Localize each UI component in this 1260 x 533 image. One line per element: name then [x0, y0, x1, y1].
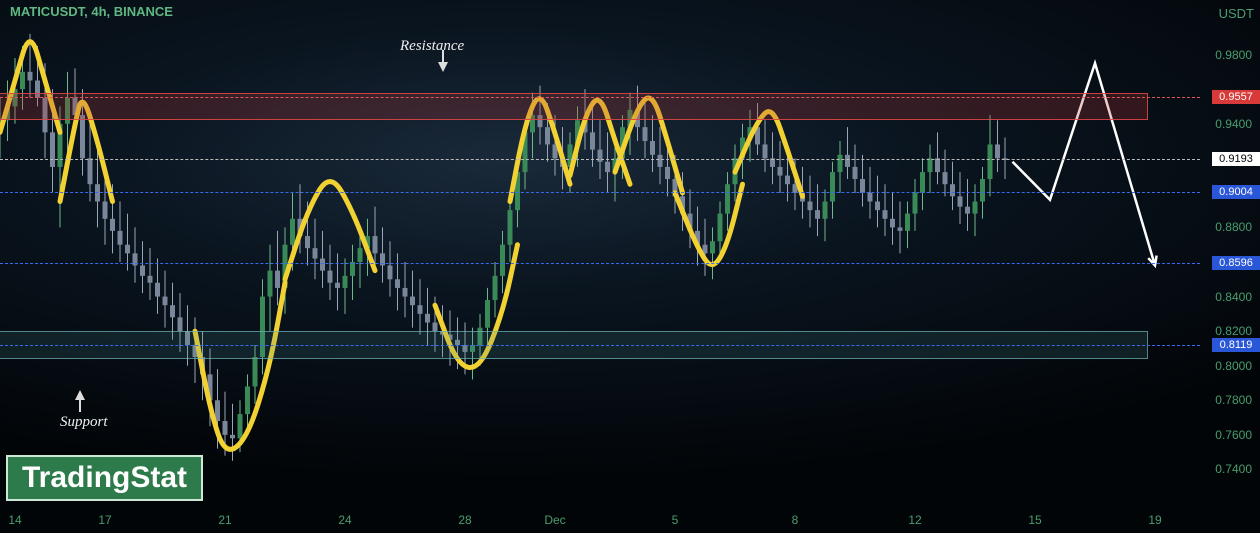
horizontal-level	[0, 97, 1200, 98]
price-label: 0.8119	[1212, 338, 1260, 352]
x-tick: 28	[458, 513, 471, 527]
price-label: 0.9004	[1212, 185, 1260, 199]
x-tick: 19	[1148, 513, 1161, 527]
x-tick: 14	[8, 513, 21, 527]
horizontal-level	[0, 192, 1200, 193]
x-axis: 14 17 21 24 28 Dec 5 8 12 15 19	[0, 504, 1200, 533]
x-tick: 24	[338, 513, 351, 527]
plot-area[interactable]	[0, 20, 1200, 504]
x-tick: 8	[792, 513, 799, 527]
y-tick: 0.8200	[1215, 324, 1252, 338]
symbol-header: MATICUSDT, 4h, BINANCE	[10, 4, 173, 19]
y-tick: 0.9400	[1215, 117, 1252, 131]
y-tick: 0.8400	[1215, 290, 1252, 304]
price-label: 0.8596	[1212, 256, 1260, 270]
x-tick: Dec	[544, 513, 565, 527]
y-tick: 0.7400	[1215, 462, 1252, 476]
y-tick: 0.8000	[1215, 359, 1252, 373]
y-tick: 0.7800	[1215, 393, 1252, 407]
price-label: 0.9557	[1212, 90, 1260, 104]
y-tick: 0.8800	[1215, 220, 1252, 234]
watermark-badge: TradingStat	[6, 455, 203, 501]
horizontal-level	[0, 263, 1200, 264]
horizontal-level	[0, 159, 1200, 160]
x-tick: 12	[908, 513, 921, 527]
price-chart: MATICUSDT, 4h, BINANCE USDT 0.9800 0.9400…	[0, 0, 1260, 533]
x-tick: 21	[218, 513, 231, 527]
y-tick: 0.7600	[1215, 428, 1252, 442]
support-arrow-icon	[75, 390, 85, 400]
y-axis-unit: USDT	[1219, 6, 1254, 21]
x-tick: 17	[98, 513, 111, 527]
y-axis: USDT 0.9800 0.9400 0.8800 0.8400 0.8200 0.800…	[1200, 0, 1260, 533]
y-tick: 0.9800	[1215, 48, 1252, 62]
resistance-arrow-icon	[438, 62, 448, 72]
x-tick: 5	[672, 513, 679, 527]
support-label: Support	[60, 414, 108, 431]
x-tick: 15	[1028, 513, 1041, 527]
horizontal-level	[0, 345, 1200, 346]
resistance-label: Resistance	[400, 38, 464, 55]
price-label: 0.9193	[1212, 152, 1260, 166]
